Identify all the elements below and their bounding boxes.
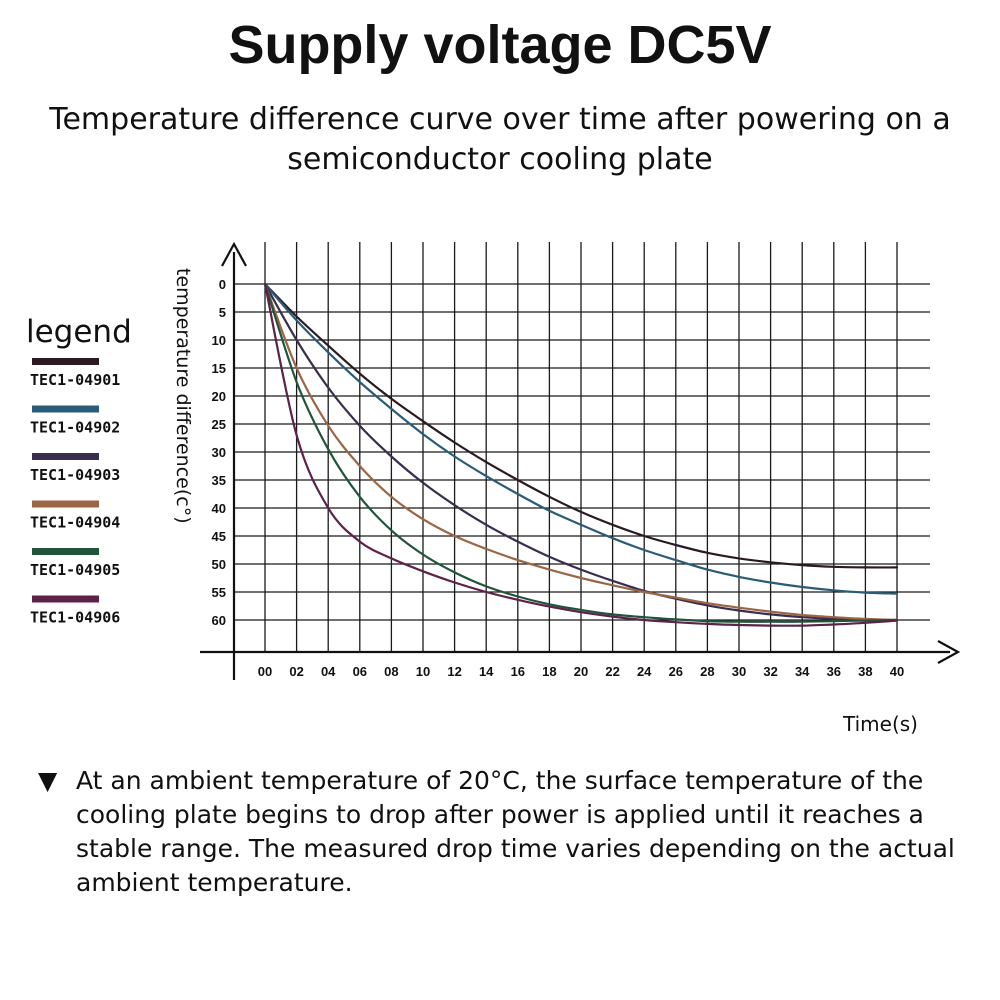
series-line-tec1-04902 — [263, 282, 899, 595]
x-tick-label: 34 — [795, 664, 810, 679]
legend-entry: TEC1-04904 — [30, 514, 120, 532]
x-tick-label: 28 — [700, 664, 714, 679]
triangle-down-icon: ▼ — [38, 766, 58, 795]
legend-swatch — [32, 453, 99, 460]
y-tick-label: 50 — [212, 557, 226, 572]
y-tick-label: 45 — [212, 529, 226, 544]
legend-swatch — [32, 500, 99, 508]
legend-entry: TEC1-04906 — [30, 609, 120, 627]
y-tick-label: 55 — [212, 585, 226, 600]
series-line-tec1-04905 — [263, 282, 899, 623]
x-tick-label: 18 — [542, 664, 556, 679]
x-tick-label: 06 — [353, 664, 367, 679]
x-tick-label: 04 — [321, 664, 336, 679]
y-tick-label: 25 — [212, 417, 226, 432]
x-tick-label: 36 — [827, 664, 841, 679]
legend-swatch — [32, 548, 99, 555]
y-tick-label: 15 — [212, 361, 226, 376]
legend-swatch — [32, 358, 99, 365]
x-tick-label: 20 — [574, 664, 588, 679]
x-tick-label: 40 — [890, 664, 904, 679]
x-tick-label: 32 — [763, 664, 777, 679]
chart-subtitle: Temperature difference curve over time a… — [49, 102, 951, 177]
y-tick-label: 20 — [212, 389, 226, 404]
x-tick-label: 22 — [605, 664, 619, 679]
footnote-text: At an ambient temperature of 20°C, the s… — [76, 766, 955, 897]
chart-title: Supply voltage DC5V — [228, 15, 772, 75]
legend-swatch — [32, 405, 99, 413]
x-tick-label: 30 — [732, 664, 746, 679]
y-tick-label: 30 — [212, 445, 226, 460]
series-line-tec1-04903 — [263, 282, 899, 622]
x-tick-label: 02 — [289, 664, 303, 679]
legend-entry: TEC1-04902 — [30, 419, 120, 437]
x-tick-label: 14 — [479, 664, 494, 679]
x-tick-label: 26 — [669, 664, 683, 679]
series-line-tec1-04906 — [263, 282, 899, 627]
legend-entry: TEC1-04905 — [30, 561, 120, 579]
x-axis-arrow-icon — [937, 640, 961, 664]
y-tick-label: 40 — [212, 501, 226, 516]
y-tick-label: 5 — [219, 305, 226, 320]
x-tick-label: 00 — [258, 664, 272, 679]
y-tick-label: 35 — [212, 473, 226, 488]
series-line-tec1-04901 — [263, 282, 899, 569]
x-tick-label: 08 — [384, 664, 398, 679]
chart: 0 5 10 15 20 25 30 35 40 45 50 55 60 00 02 04 06 08 10 12 14… — [26, 241, 961, 736]
series-line-tec1-04904 — [263, 282, 899, 622]
x-tick-label: 10 — [416, 664, 430, 679]
legend-entry: TEC1-04901 — [30, 371, 120, 389]
x-tick-label: 16 — [511, 664, 525, 679]
legend-entry: TEC1-04903 — [30, 466, 120, 484]
x-tick-label: 12 — [447, 664, 461, 679]
x-tick-label: 24 — [637, 664, 652, 679]
y-axis-label: temperature difference(c°) — [172, 268, 194, 524]
legend-swatch — [32, 595, 99, 603]
y-tick-label: 0 — [219, 277, 226, 292]
footnote: ▼ At an ambient temperature of 20°C, the… — [38, 764, 978, 900]
x-tick-label: 38 — [858, 664, 872, 679]
legend-title: legend — [26, 314, 132, 350]
x-axis-label: Time(s) — [842, 712, 918, 736]
y-axis-arrow-icon — [221, 241, 247, 267]
y-tick-label: 10 — [212, 333, 226, 348]
y-tick-label: 60 — [212, 613, 226, 628]
